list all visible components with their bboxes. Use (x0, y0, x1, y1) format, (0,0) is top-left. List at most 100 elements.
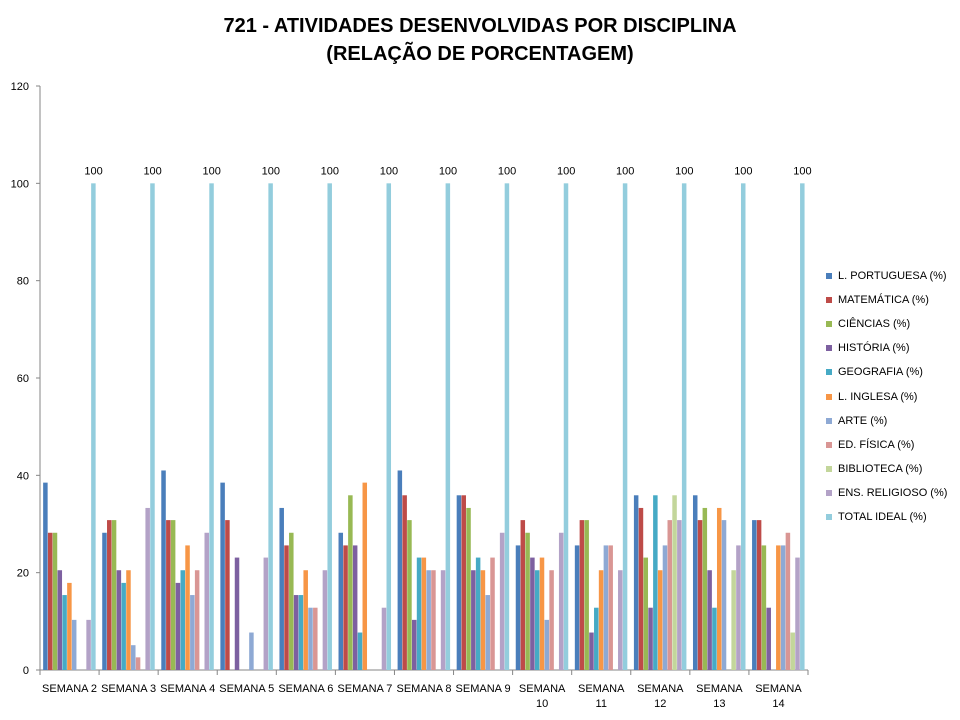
bar (608, 545, 613, 670)
bar (579, 520, 585, 670)
bar (707, 570, 712, 670)
x-tick-label: 14 (772, 698, 784, 710)
legend-item: CIÊNCIAS (%) (826, 312, 947, 336)
bar (530, 557, 535, 670)
bar (194, 570, 200, 670)
data-label: 100 (203, 165, 221, 177)
bar (338, 532, 344, 670)
bar (800, 183, 805, 670)
bar (756, 520, 762, 670)
legend-swatch (826, 297, 832, 304)
bar (308, 607, 313, 670)
bar (515, 545, 521, 670)
bar (731, 570, 736, 670)
legend-swatch (826, 489, 832, 496)
bar (268, 183, 273, 670)
data-label: 100 (498, 165, 516, 177)
data-label: 100 (734, 165, 752, 177)
bar (761, 545, 767, 670)
bar (135, 657, 141, 670)
legend-item: HISTÓRIA (%) (826, 336, 947, 360)
bar (594, 607, 599, 670)
bar (180, 570, 185, 670)
bar (712, 607, 717, 670)
bar (544, 619, 550, 670)
y-tick-label: 60 (17, 373, 29, 385)
bar (116, 570, 122, 670)
bar (589, 632, 594, 670)
bar (672, 495, 677, 670)
legend-item: ENS. RELIGIOSO (%) (826, 481, 947, 505)
bar (386, 183, 392, 670)
x-tick-label: SEMANA 3 (101, 683, 156, 695)
bar (111, 520, 117, 670)
bar (740, 183, 746, 670)
bar (667, 520, 673, 670)
bar (263, 557, 269, 670)
bar (504, 183, 510, 670)
bar (677, 520, 682, 670)
legend-label: L. PORTUGUESA (%) (838, 270, 947, 283)
bar (618, 570, 623, 670)
bar (381, 607, 387, 670)
y-tick-label: 120 (11, 81, 29, 93)
chart-legend: L. PORTUGUESA (%) MATEMÁTICA (%) CIÊNCIAS … (826, 264, 947, 529)
bar (622, 183, 628, 670)
bar (52, 532, 58, 670)
legend-swatch (826, 369, 832, 376)
bar (170, 520, 176, 670)
legend-swatch (826, 465, 832, 472)
bar (736, 545, 741, 670)
bar (284, 545, 289, 670)
bar (322, 570, 328, 670)
data-label: 100 (557, 165, 575, 177)
bar (480, 570, 486, 670)
data-label: 100 (675, 165, 693, 177)
bar (558, 532, 564, 670)
legend-swatch (826, 513, 832, 520)
bar (298, 595, 304, 670)
bar (67, 582, 72, 670)
bar (107, 520, 112, 670)
bar (209, 183, 214, 670)
x-tick-label: SEMANA 2 (42, 683, 97, 695)
data-label: 100 (262, 165, 280, 177)
bar (91, 183, 96, 670)
bar (161, 470, 166, 670)
bar (692, 495, 698, 670)
data-label: 100 (793, 165, 811, 177)
bar (525, 532, 530, 670)
bar (662, 545, 668, 670)
bar (499, 532, 505, 670)
bar (603, 545, 609, 670)
bar (466, 507, 471, 670)
legend-label: CIÊNCIAS (%) (838, 318, 911, 331)
bar (289, 532, 294, 670)
legend-swatch (826, 393, 832, 400)
data-label: 100 (439, 165, 457, 177)
bar (293, 595, 299, 670)
legend-label: HISTÓRIA (%) (838, 342, 910, 355)
legend-swatch (826, 273, 832, 280)
bar (721, 520, 727, 670)
bar (102, 532, 107, 670)
bar (461, 495, 466, 670)
x-tick-label: 10 (536, 698, 548, 710)
x-tick-label: 13 (713, 698, 725, 710)
bar (279, 507, 284, 670)
bar (766, 607, 771, 670)
bar (313, 607, 318, 670)
x-tick-label: SEMANA (696, 683, 743, 695)
chart-title: 721 - ATIVIDADES DESENVOLVIDAS POR DISCI… (0, 12, 960, 68)
bar (225, 520, 230, 670)
bar (563, 183, 569, 670)
y-tick-label: 0 (23, 665, 29, 677)
bar (131, 645, 136, 670)
y-tick-label: 40 (17, 470, 29, 482)
data-label: 100 (84, 165, 102, 177)
y-tick-label: 80 (17, 276, 29, 288)
legend-label: ED. FÍSICA (%) (838, 438, 915, 451)
x-tick-label: SEMANA (519, 683, 566, 695)
bar (785, 532, 791, 670)
